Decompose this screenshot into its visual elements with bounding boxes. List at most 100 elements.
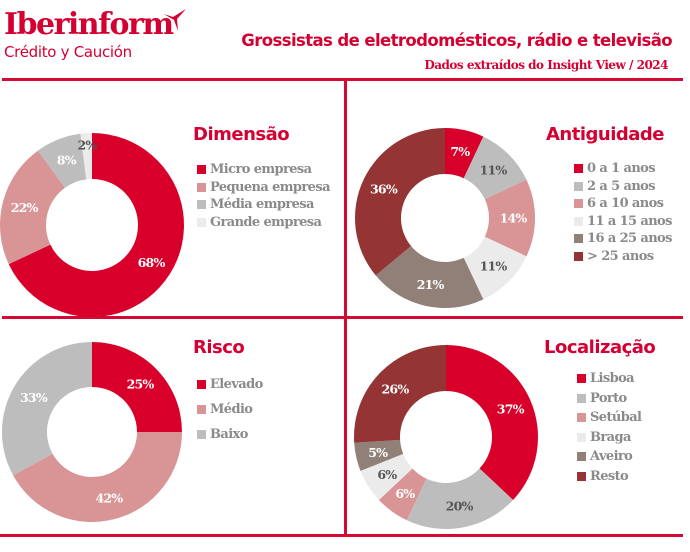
chart-legend: Micro empresa Pequena empresa Média empres… (197, 161, 330, 231)
legend-label: 6 a 10 anos (587, 196, 664, 212)
legend-item-medio: Médio (197, 397, 263, 422)
legend-label: 16 a 25 anos (587, 231, 672, 247)
legend-label: Micro empresa (210, 162, 312, 178)
page-title: Grossistas de eletrodomésticos, rádio e … (241, 31, 672, 50)
legend-label: Lisboa (590, 371, 635, 387)
donut-chart-dimensao: 68% 22% 8%2% (0, 133, 185, 317)
donut-chart-antiguidade: 7% 11% 14% 11% 21% 36% (354, 128, 535, 308)
legend-label: Grande empresa (210, 214, 322, 230)
data-label-pequena-empresa: 22% (11, 200, 39, 215)
legend-swatch (577, 413, 586, 423)
vertical-divider (344, 80, 347, 536)
slice-micro-empresa (8, 133, 185, 317)
donut-chart-localizacao: 37% 20% 6% 6% 5% 26% (354, 345, 538, 529)
legend-label: 2 a 5 anos (587, 178, 656, 194)
slice-16-a-25-anos (375, 246, 484, 308)
bird-wing-icon (164, 9, 186, 31)
legend-swatch (577, 432, 586, 442)
slice-braga (360, 453, 413, 500)
legend-swatch (197, 217, 206, 227)
legend-item-aveiro: Aveiro (577, 447, 641, 467)
legend-item-pequena-empresa: Pequena empresa (197, 179, 330, 197)
legend-item-grande-empresa: Grande empresa (197, 214, 330, 232)
legend-label: Baixo (210, 427, 248, 442)
legend-swatch (197, 405, 206, 414)
slice-lisboa (446, 345, 538, 500)
legend-label: > 25 anos (587, 248, 654, 264)
chart-title: Risco (193, 337, 245, 358)
data-label-25-anos: 36% (370, 182, 398, 197)
data-label-setubal: 6% (395, 486, 415, 501)
legend-item-0-a-1-anos: 0 a 1 anos (574, 160, 672, 178)
data-label-micro-empresa: 68% (138, 255, 166, 270)
legend-item-media-empresa: Média empresa (197, 196, 330, 214)
legend-label: 0 a 1 anos (587, 161, 656, 177)
slice-elevado (92, 342, 182, 432)
slice-media-empresa (37, 133, 87, 188)
chart-legend: 0 a 1 anos 2 a 5 anos 6 a 10 anos 11 a 15 a… (574, 160, 672, 265)
legend-label: Braga (590, 429, 631, 445)
data-label-baixo: 33% (20, 390, 48, 405)
data-label-11-a-15-anos: 11% (480, 259, 508, 274)
data-label-media-empresa: 8% (57, 152, 77, 167)
bottom-divider (0, 534, 683, 537)
chart-panel-risco: 25% 42% 33% Risco Elevado Médio Baixo (0, 319, 344, 534)
legend-swatch (574, 216, 583, 226)
slice-resto (354, 345, 446, 443)
legend-item-micro-empresa: Micro empresa (197, 161, 330, 179)
data-label-16-a-25-anos: 21% (417, 277, 445, 292)
legend-item-braga: Braga (577, 428, 641, 448)
legend-swatch (577, 471, 586, 481)
header-divider (2, 78, 683, 81)
data-label-elevado: 25% (127, 376, 155, 391)
legend-label: Médio (210, 402, 253, 417)
slice-25-anos (354, 128, 445, 276)
slice-grande-empresa (80, 133, 92, 180)
brand-subtitle: Crédito y Caución (4, 43, 132, 61)
slice-porto (406, 468, 514, 529)
data-label-0-a-1-anos: 7% (450, 144, 470, 159)
legend-label: Elevado (210, 377, 263, 392)
page-subtitle: Dados extraídos do Insight View / 2024 (424, 58, 668, 72)
brand-name: Iberinform (4, 7, 174, 42)
legend-label: Aveiro (590, 449, 633, 465)
chart-panel-antiguidade: 7% 11% 14% 11% 21% 36% Antiguidade 0 a 1 anos… (347, 84, 690, 316)
legend-item-setubal: Setúbal (577, 408, 642, 428)
slice-setubal (378, 468, 427, 521)
data-label-resto: 26% (382, 382, 410, 397)
chart-legend: Elevado Médio Baixo (197, 372, 263, 447)
data-label-2-a-5-anos: 11% (480, 162, 508, 177)
legend-swatch (197, 165, 206, 175)
legend-swatch (574, 234, 583, 244)
legend-label: Porto (590, 390, 627, 406)
legend-label: Resto (590, 468, 629, 484)
chart-title: Dimensão (193, 124, 290, 145)
chart-title: Antiguidade (546, 124, 665, 145)
brand-logo: Iberinform Crédito y Caución (4, 7, 174, 62)
data-label-grande-empresa: 2% (77, 138, 97, 153)
data-label-porto: 20% (446, 498, 474, 513)
legend-item-25-anos: > 25 anos (574, 248, 672, 266)
legend-item-2-a-5-anos: 2 a 5 anos (574, 178, 672, 196)
legend-swatch (574, 181, 583, 191)
slice-baixo (1, 342, 93, 476)
legend-swatch (197, 200, 206, 210)
slice-aveiro (354, 439, 404, 471)
legend-label: Média empresa (210, 197, 314, 213)
legend-item-lisboa: Lisboa (577, 369, 641, 389)
legend-swatch (574, 164, 583, 174)
data-label-medio: 42% (95, 490, 123, 505)
legend-label: Pequena empresa (210, 179, 330, 195)
data-label-braga: 6% (377, 467, 397, 482)
slice-11-a-15-anos (463, 236, 527, 300)
slice-pequena-empresa (0, 150, 65, 265)
slice-2-a-5-anos (463, 136, 527, 200)
slice-6-a-10-anos (484, 179, 535, 257)
slice-medio (13, 432, 182, 523)
legend-label: 11 a 15 anos (587, 213, 672, 229)
legend-item-baixo: Baixo (197, 422, 263, 447)
legend-item-porto: Porto (577, 389, 641, 409)
legend-item-6-a-10-anos: 6 a 10 anos (574, 195, 672, 213)
slice-0-a-1-anos (445, 128, 484, 179)
legend-item-elevado: Elevado (197, 372, 263, 397)
